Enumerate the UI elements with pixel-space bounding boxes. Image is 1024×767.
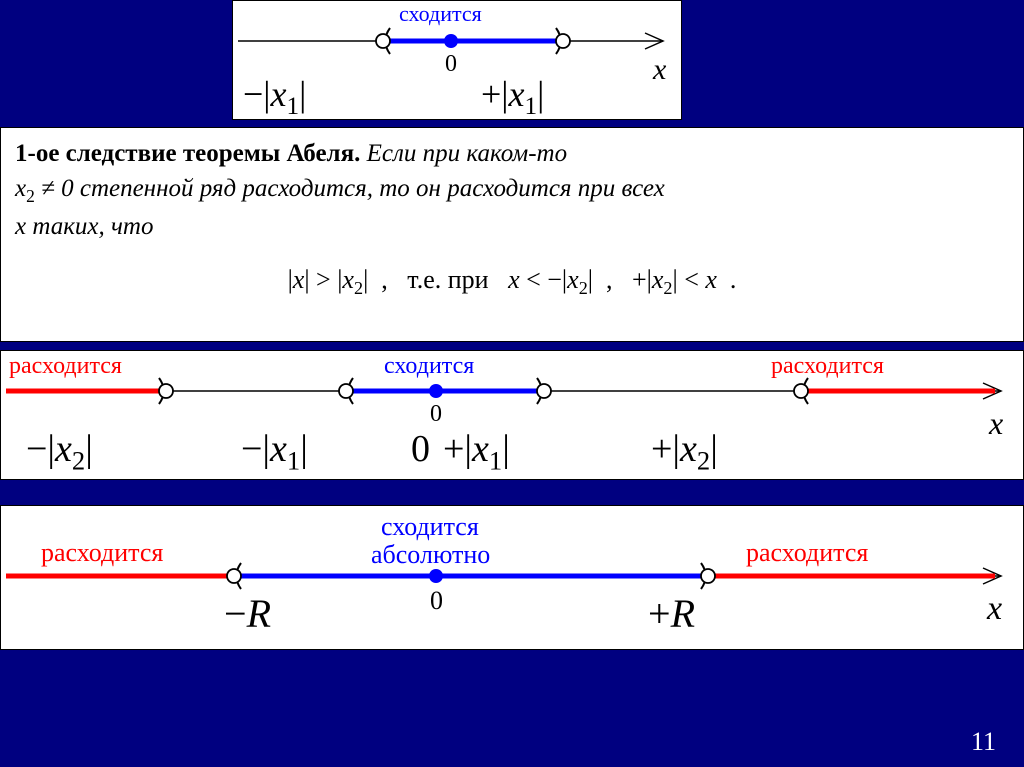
axis-label-x: x — [653, 53, 666, 87]
theorem-formula: |x| > |x2| , т.е. при x < −|x2| , +|x2| … — [15, 244, 1009, 302]
label-zero: 0 — [430, 586, 443, 616]
label-diverges-right: расходится — [771, 353, 884, 380]
theorem-text: 1-ое следствие теоремы Абеля. Если при к… — [0, 127, 1024, 342]
label-pos-x1: +|x1| — [481, 73, 544, 121]
theorem-title: 1-ое следствие теоремы Абеля. — [15, 140, 360, 167]
label-pos-x1: +|x1| — [443, 427, 510, 477]
diagram-radius-R: расходится сходится абсолютно расходится… — [0, 505, 1024, 650]
label-pos-R: +R — [648, 590, 695, 637]
label-converges-abs-2: абсолютно — [371, 540, 490, 570]
label-pos-x2: +|x2| — [651, 427, 718, 477]
label-zero: 0 — [430, 401, 442, 428]
label-converges: сходится — [384, 353, 474, 380]
label-zero-below: 0 — [411, 427, 430, 471]
label-converges-abs-1: сходится — [381, 512, 479, 542]
axis-label-x: x — [989, 405, 1003, 442]
label-neg-x1: −|x1| — [241, 427, 308, 477]
numberline-R — [1, 506, 1024, 651]
diagram-convergence-x1: сходится 0 x −|x1| +|x1| — [232, 0, 682, 120]
theorem-line2: x2 ≠ 0 степенной ряд расходится, то он р… — [15, 171, 1009, 209]
theorem-line3: x таких, что — [15, 209, 1009, 244]
label-diverges-left: расходится — [9, 353, 122, 380]
label-neg-x2: −|x2| — [26, 427, 93, 477]
diagram-divergence-x2: расходится сходится расходится 0 x −|x2|… — [0, 350, 1024, 480]
label-zero: 0 — [445, 51, 457, 78]
slide-number: 11 — [971, 727, 996, 757]
label-neg-R: −R — [224, 590, 271, 637]
theorem-line1: 1-ое следствие теоремы Абеля. Если при к… — [15, 136, 1009, 171]
label-diverges-left: расходится — [41, 538, 163, 568]
theorem-body1: Если при каком-то — [360, 140, 567, 167]
axis-label-x: x — [987, 590, 1002, 628]
label-neg-x1: −|x1| — [243, 73, 306, 121]
label-diverges-right: расходится — [746, 538, 868, 568]
label-converges: сходится — [399, 1, 482, 27]
